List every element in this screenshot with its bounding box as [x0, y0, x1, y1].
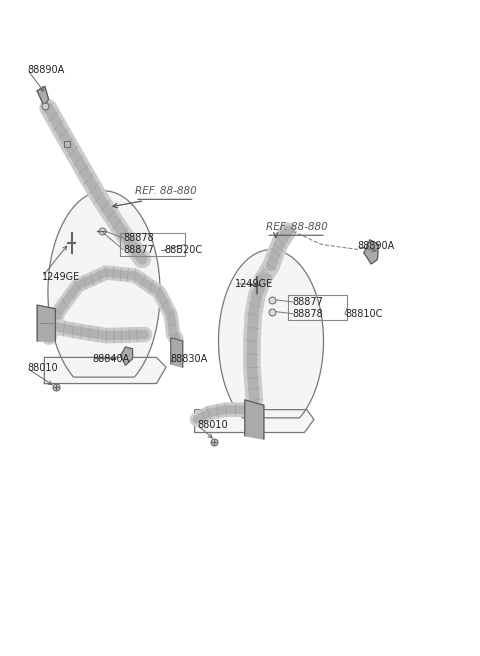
Polygon shape: [37, 87, 48, 106]
Text: 88010: 88010: [28, 363, 58, 373]
Polygon shape: [218, 250, 324, 418]
Polygon shape: [364, 240, 378, 264]
Text: REF. 88-880: REF. 88-880: [266, 222, 328, 232]
Text: 88B20C: 88B20C: [165, 245, 203, 255]
Text: 88890A: 88890A: [28, 65, 65, 75]
Text: 88890A: 88890A: [357, 241, 394, 251]
Polygon shape: [44, 358, 166, 384]
Text: 88878: 88878: [123, 233, 154, 243]
Text: 88877: 88877: [123, 245, 154, 255]
Polygon shape: [195, 409, 314, 432]
Text: 1249GE: 1249GE: [235, 279, 274, 289]
Text: 88878: 88878: [292, 308, 323, 319]
Text: 88010: 88010: [197, 420, 228, 430]
Text: 88830A: 88830A: [171, 354, 208, 363]
Polygon shape: [37, 305, 55, 341]
Polygon shape: [48, 191, 160, 377]
Text: 88840A: 88840A: [92, 354, 129, 363]
Polygon shape: [245, 400, 264, 439]
Text: 88810C: 88810C: [345, 308, 383, 319]
Polygon shape: [171, 338, 183, 367]
Polygon shape: [120, 347, 132, 365]
Text: 1249GE: 1249GE: [42, 272, 80, 282]
Text: 88877: 88877: [292, 297, 324, 307]
Text: REF. 88-880: REF. 88-880: [135, 186, 197, 196]
